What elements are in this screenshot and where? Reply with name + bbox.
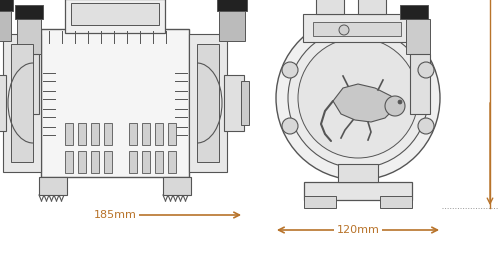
Circle shape — [385, 96, 405, 116]
Bar — [303, 14, 411, 42]
Bar — [313, 22, 401, 36]
Bar — [19, 54, 39, 114]
Bar — [0, 75, 6, 131]
Bar — [91, 123, 99, 145]
Bar — [406, 19, 430, 54]
Bar — [65, 123, 73, 145]
Bar — [129, 151, 137, 173]
Bar — [224, 75, 244, 131]
Bar — [168, 151, 176, 173]
Bar — [197, 44, 219, 162]
Circle shape — [276, 16, 440, 180]
Bar — [41, 29, 189, 177]
Bar — [241, 81, 249, 125]
Bar — [219, 11, 245, 41]
Bar — [65, 151, 73, 173]
Bar — [155, 123, 163, 145]
Bar — [104, 123, 112, 145]
Bar — [3, 34, 41, 172]
Polygon shape — [333, 84, 395, 122]
Circle shape — [398, 100, 402, 104]
Bar — [358, 0, 386, 14]
Circle shape — [282, 118, 298, 134]
Bar — [11, 44, 33, 162]
Circle shape — [282, 62, 298, 78]
Bar — [0, 11, 11, 41]
Bar — [155, 151, 163, 173]
Bar — [168, 123, 176, 145]
Circle shape — [288, 28, 428, 168]
Bar — [104, 151, 112, 173]
Bar — [78, 151, 86, 173]
Bar — [316, 0, 344, 14]
Bar — [142, 151, 150, 173]
Bar — [65, 0, 165, 33]
Bar — [0, 0, 13, 11]
Bar — [15, 5, 43, 19]
Bar — [129, 123, 137, 145]
Bar — [91, 151, 99, 173]
Bar — [189, 34, 227, 172]
Bar — [142, 123, 150, 145]
Bar — [304, 182, 412, 200]
Bar — [163, 177, 191, 195]
Bar — [304, 196, 336, 208]
Text: 120mm: 120mm — [336, 225, 380, 235]
Circle shape — [298, 38, 418, 158]
Circle shape — [418, 62, 434, 78]
Bar — [380, 196, 412, 208]
Bar — [338, 164, 378, 182]
Bar — [78, 123, 86, 145]
Circle shape — [339, 25, 349, 35]
Bar — [39, 177, 67, 195]
Text: 185mm: 185mm — [94, 210, 136, 220]
Bar — [400, 5, 428, 19]
Circle shape — [418, 118, 434, 134]
Bar — [17, 19, 41, 54]
Bar — [217, 0, 247, 11]
Bar — [71, 3, 159, 25]
Bar — [410, 54, 430, 114]
